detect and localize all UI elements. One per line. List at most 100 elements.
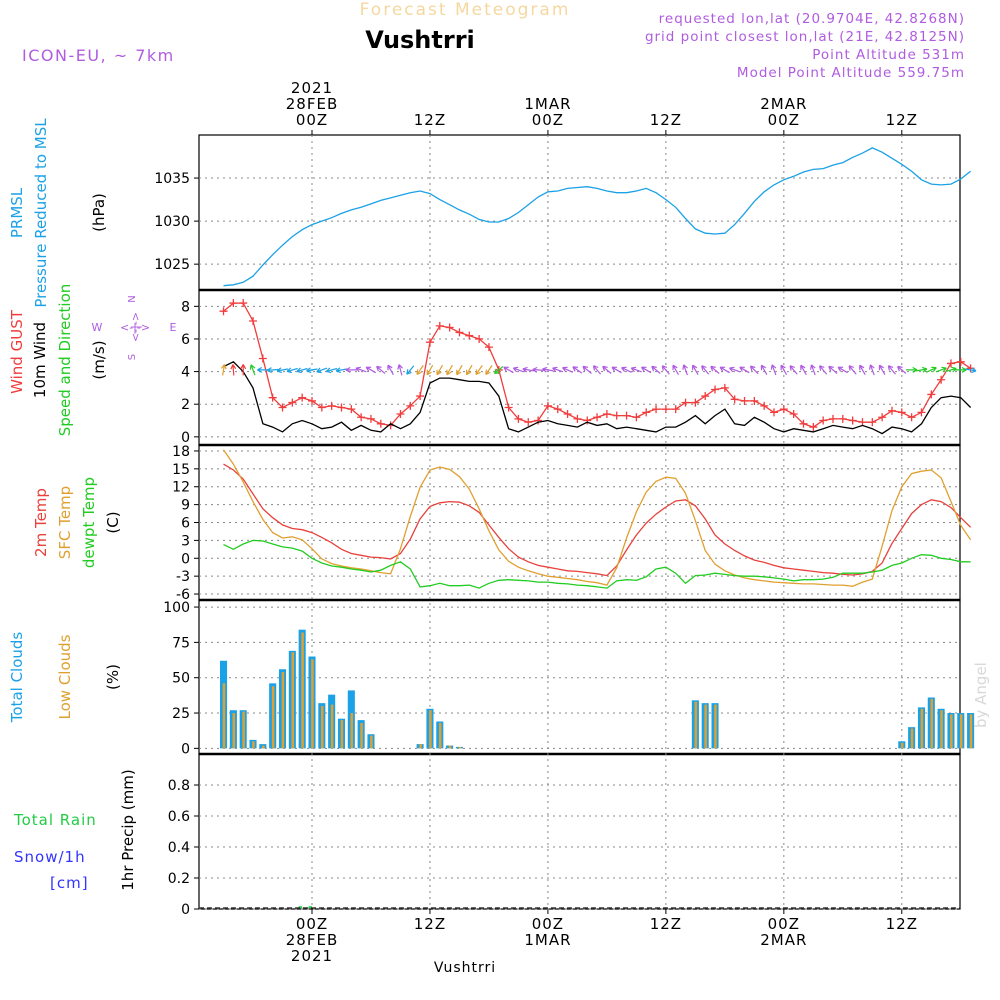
gust-marker xyxy=(534,416,543,425)
y-tick-label: 0.4 xyxy=(168,840,190,856)
series-line-sfc-temp xyxy=(222,449,972,587)
y-tick-label: -6 xyxy=(176,587,190,603)
wind-dir-arrow xyxy=(935,366,947,373)
bar-low-clouds xyxy=(940,710,943,749)
y-tick-label: 3 xyxy=(181,533,190,549)
time-label-bottom: 12Z xyxy=(414,915,446,933)
bar-low-clouds xyxy=(930,698,933,749)
compass-arrows-v: <-|-> xyxy=(129,312,142,342)
wind-dir-arrow xyxy=(651,365,661,374)
y-tick-label: 4 xyxy=(181,365,190,381)
bar-low-clouds xyxy=(350,713,354,749)
bar-low-clouds xyxy=(959,714,963,749)
wind-dir-arrow xyxy=(276,367,289,374)
wind-dir-arrow xyxy=(789,365,798,375)
time-label-top: 2021 xyxy=(291,79,333,97)
gust-marker xyxy=(298,393,307,402)
panel-frame-wind xyxy=(198,289,961,446)
bar-low-clouds xyxy=(222,683,226,749)
series-line-10m-wind xyxy=(223,361,972,435)
panel-pressure: 1025 1030 1035 PRMSL Pressure Reduced to MSL… xyxy=(8,118,972,308)
y-tick-label: 18 xyxy=(172,444,190,460)
time-label-bottom: 12Z xyxy=(886,915,918,933)
wind-dir-arrow xyxy=(325,367,338,374)
wind-dir-arrow xyxy=(640,366,652,374)
gust-marker xyxy=(366,414,375,423)
gust-marker xyxy=(583,416,592,425)
gust-marker xyxy=(711,385,720,394)
wind-dir-arrow xyxy=(692,364,699,376)
gust-marker xyxy=(956,357,965,366)
wind-dir-arrow xyxy=(240,364,247,376)
bar-low-clouds xyxy=(311,659,314,749)
gust-marker xyxy=(308,396,316,405)
time-label-bottom: 00Z xyxy=(532,915,564,933)
wind-dir-arrow xyxy=(446,364,453,376)
wind-dir-arrow xyxy=(406,365,415,375)
series-line-2m-temp xyxy=(223,463,972,577)
time-label-bottom: 2MAR xyxy=(760,931,807,949)
wind-dir-arrow xyxy=(848,365,857,375)
time-label-bottom: 2021 xyxy=(291,947,333,965)
y-tick-label: 75 xyxy=(172,635,190,651)
wind-dir-arrow xyxy=(965,367,977,374)
wind-dir-arrow xyxy=(945,366,957,373)
wind-dir-arrow xyxy=(819,365,828,375)
wind-dir-arrow xyxy=(220,364,227,376)
wind-dir-arrow xyxy=(859,364,866,376)
time-label-top: 28FEB xyxy=(286,95,338,113)
gust-marker xyxy=(337,403,346,412)
time-label-bottom: 12Z xyxy=(650,915,682,933)
wind-dir-arrow xyxy=(494,365,504,375)
y-tick-label: 50 xyxy=(172,671,190,687)
gust-marker xyxy=(376,419,385,428)
gust-marker xyxy=(258,354,267,363)
gust-marker xyxy=(661,405,670,414)
gust-marker xyxy=(475,334,484,343)
bar-low-clouds xyxy=(969,714,973,749)
bar-low-clouds xyxy=(448,745,452,749)
bar-low-clouds xyxy=(900,742,904,749)
gust-marker xyxy=(691,398,700,407)
credit-watermark: by Angel xyxy=(972,662,990,728)
y-tick-label: 2 xyxy=(181,397,190,413)
panel-label: Low Clouds xyxy=(56,634,74,719)
wind-dir-arrow xyxy=(869,364,875,376)
wind-dir-arrow xyxy=(800,364,807,376)
gust-marker xyxy=(887,406,896,415)
gust-marker xyxy=(868,418,877,427)
wind-dir-arrow xyxy=(552,366,564,373)
y-tick-label: 9 xyxy=(181,498,190,514)
gust-marker xyxy=(907,413,916,422)
series-line-prmsl xyxy=(223,147,972,287)
wind-dir-arrow xyxy=(828,365,838,374)
wind-dir-arrow xyxy=(837,366,848,374)
y-tick-label: 6 xyxy=(181,332,190,348)
wind-dir-arrow xyxy=(542,366,554,373)
gust-marker xyxy=(406,401,415,410)
wind-dir-arrow xyxy=(878,364,886,376)
bar-low-clouds xyxy=(714,704,717,749)
bar-low-clouds xyxy=(242,711,245,749)
wind-dir-arrow xyxy=(416,365,424,376)
gust-marker xyxy=(927,390,936,399)
wind-dir-arrow xyxy=(230,364,237,376)
panel-wind: 0 2 4 6 8 Wind GUST 10m Wind Speed and Directio… xyxy=(8,284,977,446)
time-label-top: 00Z xyxy=(768,111,800,129)
gust-marker xyxy=(671,405,680,414)
bar-low-clouds xyxy=(301,632,304,749)
wind-dir-arrow xyxy=(306,367,318,374)
wind-dir-arrow xyxy=(661,365,670,375)
point-altitude: Point Altitude 531m xyxy=(812,47,965,63)
panel-label: 2m Temp xyxy=(32,488,50,557)
time-label-bottom: 00Z xyxy=(296,915,328,933)
snow-label: Snow/1h xyxy=(14,848,86,866)
bar-low-clouds xyxy=(920,708,924,749)
gust-marker xyxy=(524,418,533,427)
panel-label: (C) xyxy=(104,511,122,533)
wind-dir-arrow xyxy=(672,364,680,376)
gust-marker xyxy=(799,419,808,428)
gust-marker xyxy=(416,392,425,401)
bar-low-clouds xyxy=(271,686,275,749)
wind-dir-arrow xyxy=(436,364,444,376)
